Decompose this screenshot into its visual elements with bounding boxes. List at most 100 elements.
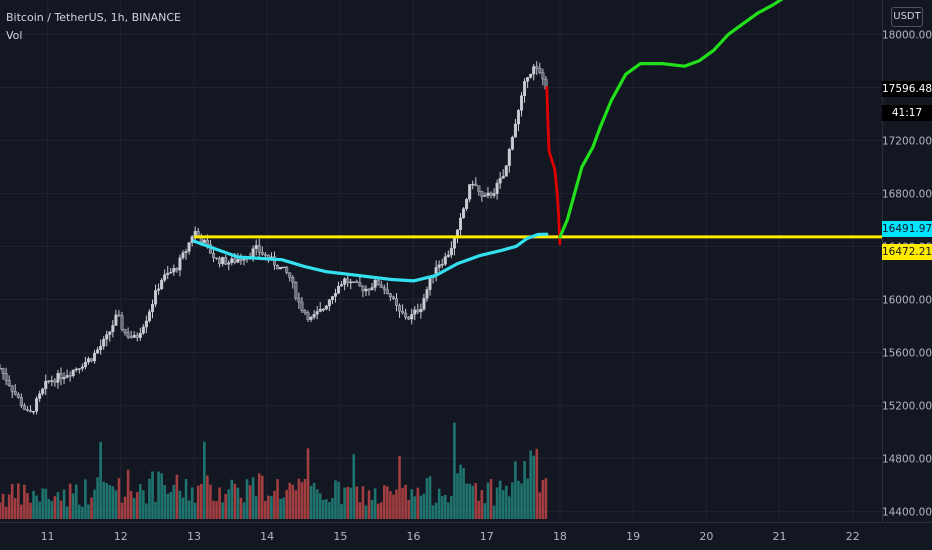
candle-body bbox=[349, 281, 353, 284]
volume-bar bbox=[142, 490, 145, 519]
volume-bar bbox=[224, 494, 227, 519]
volume-bar bbox=[291, 484, 295, 519]
time-tick-label: 22 bbox=[846, 530, 860, 543]
candle-body bbox=[288, 272, 292, 278]
volume-bar bbox=[145, 503, 148, 519]
candle-body bbox=[401, 310, 405, 314]
candle-body bbox=[379, 284, 383, 288]
candle-body bbox=[352, 281, 356, 283]
candle-body bbox=[443, 256, 447, 265]
candle-body bbox=[495, 182, 499, 194]
volume-bar bbox=[318, 493, 322, 519]
candle-body bbox=[327, 299, 331, 307]
volume-bar bbox=[523, 461, 526, 519]
candle-body bbox=[376, 279, 380, 286]
volume-bar bbox=[504, 485, 508, 519]
volume-bar bbox=[361, 486, 365, 519]
time-tick-label: 19 bbox=[626, 530, 640, 543]
volume-bar bbox=[407, 499, 410, 519]
candle-body bbox=[25, 409, 29, 411]
volume-bar bbox=[343, 487, 346, 519]
volume-bar bbox=[303, 478, 307, 519]
time-axis[interactable]: 11 12 13 14 15 16 17 18 19 20 21 22 bbox=[0, 522, 932, 550]
volume-bar bbox=[434, 502, 438, 519]
candle-body bbox=[16, 393, 20, 398]
candle-body bbox=[13, 391, 17, 395]
volume-bar bbox=[77, 504, 81, 519]
candle-body bbox=[318, 309, 322, 312]
candle-body bbox=[202, 239, 206, 243]
volume-bar bbox=[206, 475, 209, 519]
candle-body bbox=[523, 81, 527, 96]
candle-body bbox=[254, 245, 258, 249]
volume-bar bbox=[285, 489, 288, 519]
volume-bar bbox=[209, 484, 212, 519]
volume-bar bbox=[379, 502, 383, 519]
volume-bar bbox=[447, 502, 450, 519]
candle-body bbox=[340, 284, 344, 287]
chart-legend: Bitcoin / TetherUS, 1h, BINANCE Vol bbox=[6, 9, 181, 45]
currency-button[interactable]: USDT bbox=[891, 7, 923, 27]
price-tick-label: 15200.00 bbox=[882, 400, 932, 412]
candle-body bbox=[355, 281, 359, 283]
volume-bar bbox=[294, 490, 298, 519]
volume-bar bbox=[84, 479, 87, 519]
candle-body bbox=[333, 293, 337, 297]
candle-body bbox=[224, 257, 228, 265]
time-tick-label: 17 bbox=[480, 530, 494, 543]
volume-bar bbox=[126, 469, 130, 519]
candle-body bbox=[394, 298, 398, 306]
candle-body bbox=[382, 287, 386, 290]
time-tick-label: 12 bbox=[114, 530, 128, 543]
volume-bar bbox=[450, 495, 453, 519]
volume-bar bbox=[196, 485, 200, 519]
candle-body bbox=[486, 192, 490, 196]
candle-body bbox=[35, 398, 39, 412]
volume-bar bbox=[392, 494, 395, 519]
candle-body bbox=[102, 338, 106, 347]
candle-body bbox=[492, 193, 496, 196]
volume-bar bbox=[233, 483, 237, 519]
volume-bar bbox=[480, 490, 484, 519]
moving-average-line bbox=[192, 232, 549, 283]
symbol-label[interactable]: Bitcoin / TetherUS, 1h, BINANCE bbox=[6, 11, 182, 24]
candle-body bbox=[516, 110, 520, 125]
volume-bar bbox=[413, 496, 417, 519]
volume-bar bbox=[395, 489, 398, 519]
horizontal-line-price-tag: 16472.21 bbox=[882, 244, 932, 260]
volume-bars bbox=[0, 422, 548, 519]
candle-body bbox=[263, 254, 267, 256]
volume-indicator-label[interactable]: Vol bbox=[6, 29, 23, 42]
candle-body bbox=[99, 345, 103, 350]
candle-body bbox=[175, 268, 179, 271]
candle-body bbox=[74, 368, 78, 371]
volume-bar bbox=[300, 482, 304, 519]
volume-bar bbox=[148, 478, 151, 519]
volume-bar bbox=[465, 483, 468, 519]
candle-body bbox=[129, 336, 133, 339]
candle-body bbox=[312, 314, 316, 318]
chart-overlays bbox=[192, 0, 882, 283]
candle-body bbox=[163, 274, 167, 281]
volume-bar bbox=[309, 485, 313, 519]
candle-body bbox=[504, 165, 508, 177]
volume-bar bbox=[312, 482, 316, 519]
candle-body bbox=[346, 278, 350, 284]
candle-body bbox=[41, 388, 45, 395]
candle-body bbox=[285, 266, 289, 273]
volume-bar bbox=[410, 489, 414, 519]
volume-bar bbox=[32, 490, 35, 519]
volume-bar bbox=[74, 484, 78, 519]
volume-bar bbox=[105, 483, 109, 519]
candle-body bbox=[93, 352, 97, 362]
candle-body bbox=[150, 303, 154, 312]
volume-bar bbox=[190, 487, 194, 519]
candle-body bbox=[28, 409, 32, 412]
volume-bar bbox=[334, 480, 337, 519]
volume-bar bbox=[483, 503, 487, 519]
candle-body bbox=[211, 253, 215, 258]
volume-bar bbox=[44, 488, 48, 519]
volume-bar bbox=[114, 490, 118, 519]
volume-bar bbox=[117, 478, 121, 519]
